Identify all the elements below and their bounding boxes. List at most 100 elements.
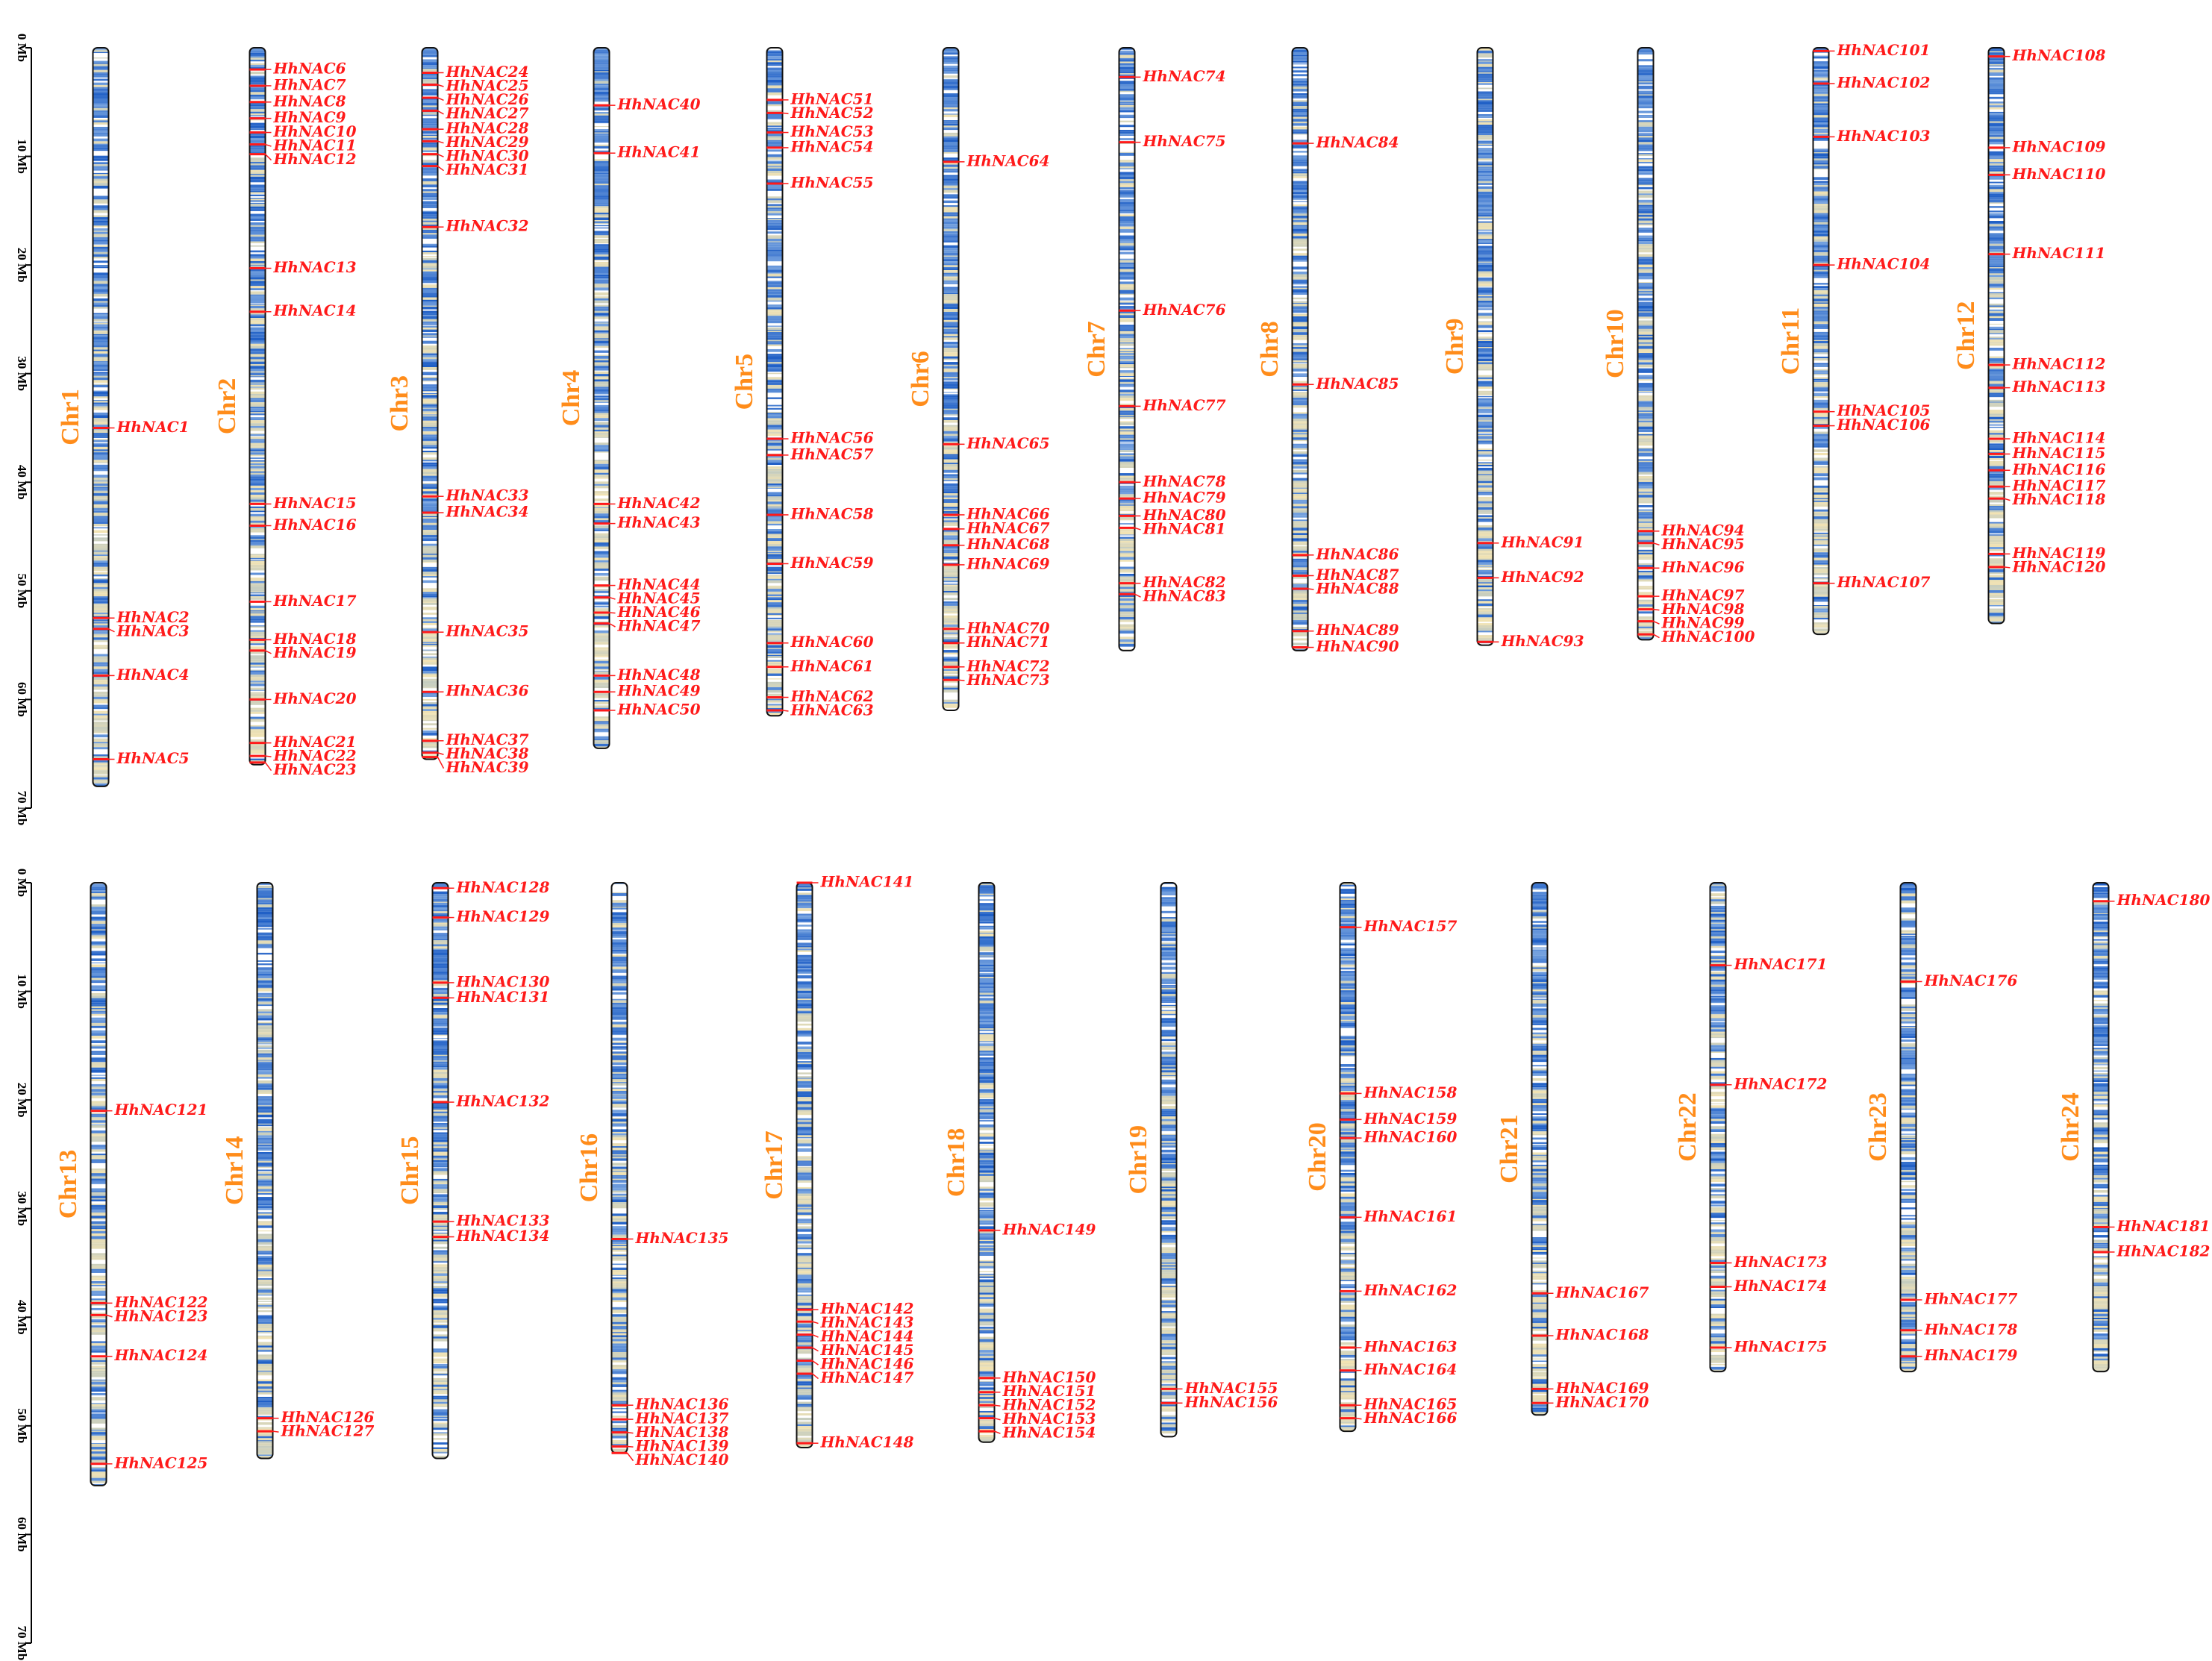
gene-marker-hhnac100: HhNAC100 [1637,628,1755,645]
gene-label: HhNAC54 [790,137,874,155]
gene-marker-hhnac16: HhNAC16 [249,516,357,534]
gene-label: HhNAC128 [456,878,550,896]
gene-marker-hhnac174: HhNAC174 [1710,1277,1827,1295]
gene-marker-hhnac143: HhNAC143 [796,1313,914,1331]
chromosome-chr17: Chr17HhNAC141HhNAC142HhNAC143HhNAC144HhN… [760,873,914,1451]
gene-label: HhNAC158 [1363,1083,1458,1101]
gene-marker-hhnac106: HhNAC106 [1813,416,1930,434]
gene-label: HhNAC8 [273,92,346,110]
gene-marker-hhnac142: HhNAC142 [796,1300,913,1318]
gene-label: HhNAC60 [790,633,874,651]
gene-marker-hhnac42: HhNAC42 [593,494,701,512]
gene-connector [812,1373,819,1380]
gene-label: HhNAC71 [966,633,1050,651]
gene-label: HhNAC48 [617,666,701,684]
gene-label: HhNAC154 [1002,1424,1096,1442]
gene-marker-hhnac68: HhNAC68 [943,535,1050,553]
gene-marker-hhnac103: HhNAC103 [1813,127,1931,145]
gene-label: HhNAC112 [2012,355,2106,373]
gene-label: HhNAC136 [635,1395,729,1413]
gene-label: HhNAC35 [446,622,529,640]
gene-label: HhNAC143 [820,1313,914,1331]
gene-label: HhNAC147 [820,1368,914,1386]
gene-label: HhNAC109 [2012,137,2106,155]
gene-marker-hhnac41: HhNAC41 [593,143,701,161]
gene-label: HhNAC98 [1661,600,1745,618]
gene-label: HhNAC14 [273,301,357,319]
gene-label: HhNAC170 [1555,1393,1649,1411]
chromosome-label: Chr8 [1256,321,1284,378]
gene-marker-hhnac60: HhNAC60 [766,633,874,651]
gene-label: HhNAC52 [790,104,874,122]
axis-tick-label: 60 Mb [15,682,29,717]
chromosome-chr3: Chr3HhNAC24HhNAC25HhNAC26HhNAC27HhNAC28H… [386,47,529,776]
gene-label: HhNAC173 [1734,1253,1828,1271]
gene-label: HhNAC23 [273,760,357,778]
chromosome-chr12: Chr12 HhNAC108 HhNAC109 HhNAC110 HhNAC111 HhN… [1952,46,2106,625]
gene-marker-hhnac71: HhNAC71 [943,633,1050,651]
gene-label: HhNAC3 [116,622,190,639]
gene-marker-hhnac138: HhNAC138 [611,1423,728,1441]
gene-marker-hhnac59: HhNAC59 [766,554,874,572]
chromosome-outline [1160,882,1178,1438]
gene-label: HhNAC118 [2012,490,2106,508]
gene-marker-hhnac131: HhNAC131 [432,988,549,1006]
gene-marker-hhnac175: HhNAC175 [1710,1338,1827,1356]
gene-marker-hhnac123: HhNAC123 [90,1307,207,1324]
gene-connector [437,140,444,144]
gene-label: HhNAC121 [114,1101,208,1119]
gene-label: HhNAC103 [1837,127,1931,145]
gene-marker-hhnac89: HhNAC89 [1292,621,1399,639]
gene-connector [272,1430,279,1433]
gene-connector [994,1404,1001,1407]
gene-marker-hhnac105: HhNAC105 [1813,401,1931,419]
gene-label: HhNAC58 [790,504,874,522]
gene-marker-hhnac66: HhNAC66 [943,504,1050,522]
chromosome-label: Chr23 [1864,1092,1892,1162]
chromosome-label: Chr12 [1952,301,1980,370]
gene-label: HhNAC120 [2012,557,2106,575]
gene-label: HhNAC105 [1837,401,1931,419]
gene-label: HhNAC73 [966,671,1050,689]
gene-label: HhNAC62 [790,687,874,705]
gene-marker-hhnac128: HhNAC128 [432,878,550,896]
gene-marker-hhnac21: HhNAC21 [249,733,357,751]
gene-label: HhNAC5 [116,749,190,767]
gene-marker-hhnac120: HhNAC120 [1988,557,2106,575]
axis-tick-label: 0 Mb [15,869,29,897]
gene-label: HhNAC16 [273,516,357,534]
gene-label: HhNAC45 [617,589,701,607]
gene-label: HhNAC27 [446,104,529,122]
chromosome-label: Chr3 [386,375,413,432]
gene-marker-hhnac102: HhNAC102 [1813,74,1931,92]
gene-label: HhNAC107 [1837,573,1931,591]
gene-label: HhNAC97 [1661,586,1745,604]
gene-label: HhNAC31 [446,160,529,178]
gene-marker-hhnac137: HhNAC137 [611,1410,728,1427]
gene-marker-hhnac170: HhNAC170 [1531,1393,1649,1411]
gene-label: HhNAC150 [1002,1368,1096,1386]
gene-connector [782,710,789,712]
gene-marker-hhnac20: HhNAC20 [249,689,357,707]
gene-label: HhNAC124 [114,1346,208,1364]
gene-label: HhNAC43 [617,513,701,531]
gene-label: HhNAC102 [1837,74,1931,92]
chromosome-chr7: Chr7HhNAC74HhNAC75HhNAC76HhNAC77HhNAC78H… [1083,47,1226,651]
gene-connector [994,1430,1001,1434]
gene-label: HhNAC44 [617,575,701,593]
gene-label: HhNAC10 [273,122,357,140]
gene-marker-hhnac25: HhNAC25 [422,76,529,94]
gene-label: HhNAC59 [790,554,874,572]
gene-marker-hhnac118: HhNAC118 [1988,490,2106,508]
gene-label: HhNAC34 [446,503,529,521]
chromosome-outline [249,47,266,766]
chromosome-chr22: Chr22 HhNAC171 HhNAC172 HhNAC173 HhNAC174 HhN… [1674,882,1828,1373]
gene-label: HhNAC169 [1555,1379,1649,1397]
gene-marker-hhnac107: HhNAC107 [1813,573,1931,591]
gene-label: HhNAC67 [966,519,1050,537]
axis-tick-label: 30 Mb [15,356,29,391]
gene-marker-hhnac64: HhNAC64 [943,151,1050,169]
gene-marker-hhnac44: HhNAC44 [593,575,701,593]
chromosome-label: Chr11 [1777,307,1805,375]
